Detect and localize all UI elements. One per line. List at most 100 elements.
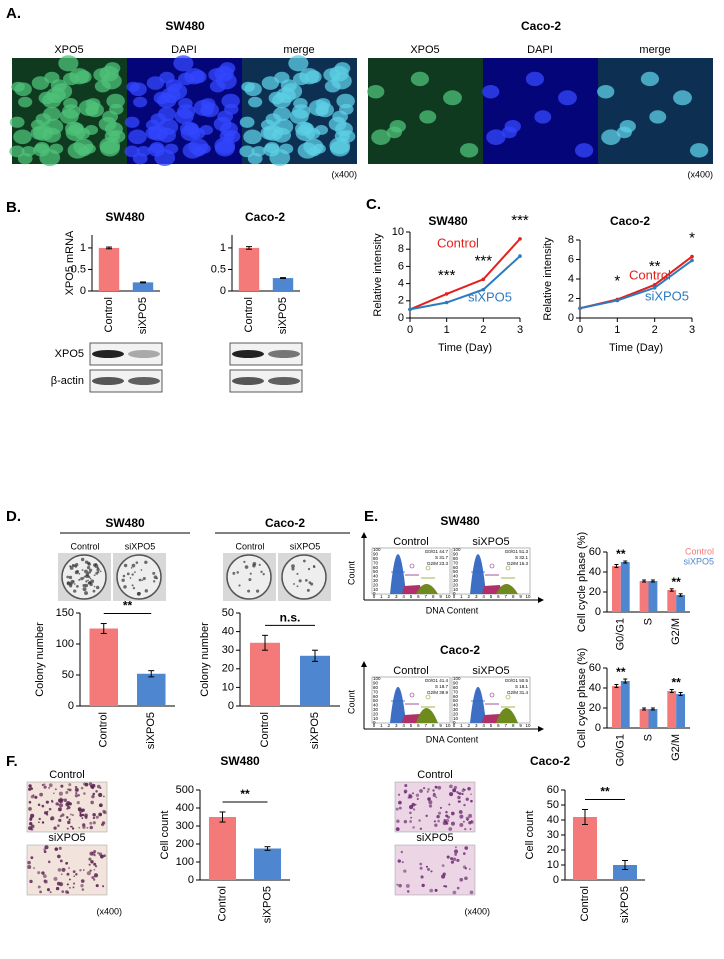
stained-cell xyxy=(91,875,95,880)
x-tick-label: siXPO5 xyxy=(261,886,273,923)
y-tick-label: 0 xyxy=(80,285,86,297)
x-tick-label: G0/G1 xyxy=(615,734,627,766)
y-tick-label: 20 xyxy=(589,586,601,598)
point xyxy=(518,237,522,241)
x-tick-label: 2 xyxy=(652,324,658,336)
stained-cell xyxy=(28,784,32,788)
bar xyxy=(573,817,597,880)
stained-cell xyxy=(425,865,429,868)
stained-cell xyxy=(436,815,440,819)
stained-cell xyxy=(41,871,45,875)
nucleus xyxy=(146,76,165,90)
magnification: (x400) xyxy=(96,906,122,916)
y-tick-label: 50 xyxy=(547,799,559,811)
series-label: Control xyxy=(437,235,479,250)
stained-cell xyxy=(65,862,68,865)
flow-ytick: 90 xyxy=(373,681,379,686)
stained-cell xyxy=(395,827,400,831)
x-tick-label: siXPO5 xyxy=(277,297,289,334)
bar xyxy=(611,686,621,728)
colony xyxy=(129,577,132,579)
stained-cell xyxy=(432,789,435,792)
stained-cell xyxy=(28,807,32,811)
stained-cell xyxy=(91,794,95,799)
nucleus xyxy=(224,103,239,115)
stained-cell xyxy=(61,813,65,817)
bar xyxy=(667,590,677,612)
gate-handle xyxy=(395,690,401,696)
stained-cell xyxy=(73,875,76,878)
stained-cell xyxy=(470,793,472,796)
flow-ytick: 80 xyxy=(453,685,459,690)
point xyxy=(408,307,412,312)
nucleus xyxy=(339,130,356,143)
stained-cell xyxy=(428,800,433,805)
x-tick-label: G2/M xyxy=(670,734,682,761)
stained-cell xyxy=(28,788,30,791)
stained-cell xyxy=(426,790,429,793)
colony xyxy=(140,569,143,571)
stained-cell xyxy=(55,886,60,891)
stained-cell xyxy=(425,814,428,818)
nucleus xyxy=(200,98,216,110)
colony xyxy=(76,569,80,573)
stained-cell xyxy=(46,888,51,892)
stained-cell xyxy=(444,885,448,888)
point xyxy=(518,254,522,258)
nucleus xyxy=(124,116,140,128)
stained-cell xyxy=(419,866,423,870)
colony xyxy=(138,578,142,582)
bar xyxy=(639,581,649,612)
flow-xtick: 2 xyxy=(388,594,391,599)
stained-cell xyxy=(71,814,74,817)
blot-band xyxy=(268,377,300,385)
flow-label: Control xyxy=(393,536,428,548)
stained-cell xyxy=(82,869,85,871)
nucleus xyxy=(640,71,659,87)
nucleus xyxy=(410,71,429,87)
blot-band xyxy=(268,350,300,358)
nucleus xyxy=(30,119,45,131)
stained-cell xyxy=(100,823,103,826)
point xyxy=(615,298,620,303)
point xyxy=(481,287,486,292)
nucleus xyxy=(486,129,506,145)
colony xyxy=(96,566,99,569)
nucleus xyxy=(58,55,79,72)
gate-handle xyxy=(409,563,415,569)
y-tick-label: 40 xyxy=(589,566,601,578)
colony xyxy=(131,563,136,568)
nucleus xyxy=(304,127,321,140)
y-tick-label: 60 xyxy=(547,784,559,796)
flow-xtick: 10 xyxy=(525,723,531,728)
stained-cell xyxy=(96,784,101,789)
nucleus xyxy=(367,84,385,99)
x-tick-label: siXPO5 xyxy=(619,886,631,923)
colony xyxy=(96,567,100,572)
stained-cell xyxy=(37,885,41,889)
stained-cell xyxy=(405,883,410,888)
flow-title: Caco-2 xyxy=(440,643,480,657)
stained-cell xyxy=(42,874,47,878)
nucleus xyxy=(109,130,126,143)
stained-cell xyxy=(404,784,408,788)
stained-cell xyxy=(409,811,412,815)
stained-cell xyxy=(61,867,66,872)
stained-cell xyxy=(437,811,442,815)
flow-ytick: 90 xyxy=(453,552,459,557)
stained-cell xyxy=(95,815,99,819)
flow-xtick: 8 xyxy=(432,723,435,728)
flow-xtick: 8 xyxy=(512,594,515,599)
gate-handle xyxy=(489,563,495,569)
nucleus xyxy=(126,81,140,92)
colony xyxy=(142,576,146,581)
nucleus xyxy=(39,149,61,166)
stained-cell xyxy=(74,787,79,792)
flow-ytick: 90 xyxy=(453,681,459,686)
flow-ytick: 20 xyxy=(373,582,379,587)
bar xyxy=(137,673,166,706)
line xyxy=(579,259,693,310)
magnification: (x400) xyxy=(464,906,490,916)
series-label: siXPO5 xyxy=(468,289,512,304)
nucleus xyxy=(243,129,262,145)
